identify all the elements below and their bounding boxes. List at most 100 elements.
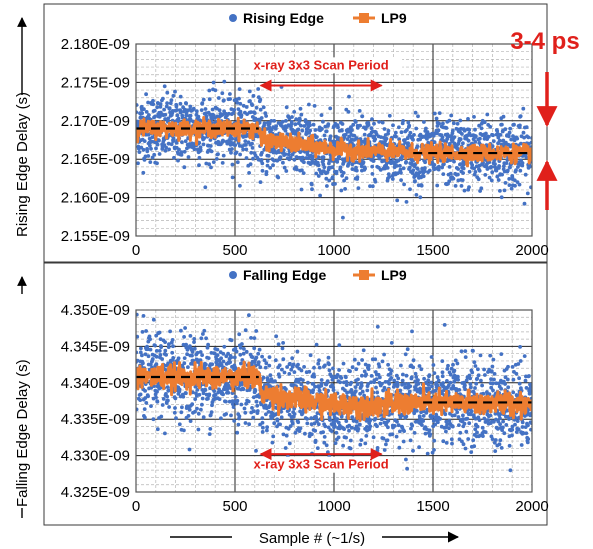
raw-sample-point xyxy=(460,178,465,183)
raw-sample-point xyxy=(174,104,179,109)
raw-sample-point xyxy=(414,193,419,197)
raw-sample-point xyxy=(461,413,465,418)
raw-sample-point xyxy=(505,168,510,173)
raw-sample-point xyxy=(203,388,208,392)
raw-sample-point xyxy=(472,360,477,365)
raw-sample-point xyxy=(342,178,346,183)
raw-sample-point xyxy=(496,135,501,140)
raw-sample-point xyxy=(463,349,468,353)
raw-sample-point xyxy=(244,156,249,160)
raw-sample-point xyxy=(243,139,248,144)
raw-sample-point xyxy=(207,432,212,436)
raw-sample-point xyxy=(197,163,201,168)
raw-sample-point xyxy=(230,175,235,180)
raw-sample-point xyxy=(479,186,484,191)
raw-sample-point xyxy=(496,178,501,182)
raw-sample-point xyxy=(162,107,167,112)
raw-sample-point xyxy=(360,389,365,394)
raw-sample-point xyxy=(183,139,188,144)
raw-sample-point xyxy=(412,133,416,137)
raw-sample-point xyxy=(337,368,341,372)
raw-sample-point xyxy=(242,347,246,351)
raw-sample-point xyxy=(368,424,373,429)
raw-sample-point xyxy=(441,439,446,444)
raw-sample-point xyxy=(406,120,411,125)
raw-sample-point xyxy=(423,160,427,165)
raw-sample-point xyxy=(207,88,212,93)
raw-sample-point xyxy=(397,445,402,450)
bottom-panel-frame xyxy=(43,262,548,526)
top-panel-frame xyxy=(43,3,548,263)
x-tick-label: 0 xyxy=(132,242,140,259)
raw-sample-point xyxy=(148,143,152,148)
raw-sample-point xyxy=(473,134,478,139)
raw-sample-point xyxy=(526,135,531,140)
x-tick-label: 500 xyxy=(222,242,247,259)
raw-sample-point xyxy=(432,448,436,452)
raw-sample-point xyxy=(232,419,237,423)
raw-sample-point xyxy=(314,135,319,139)
raw-sample-point xyxy=(249,336,253,340)
raw-sample-point xyxy=(422,120,426,124)
raw-sample-point xyxy=(500,122,504,127)
raw-sample-point xyxy=(459,184,464,188)
raw-sample-point xyxy=(407,123,412,128)
raw-sample-point xyxy=(452,135,457,140)
raw-sample-point xyxy=(144,110,149,114)
raw-sample-point xyxy=(246,399,251,404)
raw-sample-point xyxy=(199,407,203,412)
raw-sample-point xyxy=(508,126,513,131)
raw-sample-point xyxy=(373,357,378,362)
raw-sample-point xyxy=(509,137,514,142)
raw-sample-point xyxy=(498,189,502,193)
plot-border xyxy=(135,43,533,237)
raw-sample-point xyxy=(364,434,369,438)
raw-sample-point xyxy=(440,359,445,363)
raw-sample-point xyxy=(519,443,524,447)
raw-sample-point xyxy=(306,380,310,385)
raw-sample-point xyxy=(344,375,348,380)
raw-sample-point xyxy=(366,123,371,127)
raw-sample-point xyxy=(432,371,437,375)
raw-sample-point xyxy=(413,110,418,115)
raw-sample-point xyxy=(437,164,441,169)
raw-sample-point xyxy=(184,391,188,396)
raw-sample-point xyxy=(366,363,371,368)
raw-sample-point xyxy=(274,334,279,339)
raw-sample-point xyxy=(394,134,398,139)
raw-sample-point xyxy=(462,188,467,193)
raw-sample-point xyxy=(387,381,392,386)
raw-sample-point xyxy=(411,137,415,142)
raw-sample-point xyxy=(390,432,395,437)
scan-period-annotation: x-ray 3x3 Scan Period xyxy=(240,448,403,473)
raw-sample-point xyxy=(490,144,495,149)
raw-sample-point xyxy=(497,138,502,143)
raw-sample-point xyxy=(317,358,321,363)
raw-sample-point xyxy=(299,368,304,373)
raw-sample-point xyxy=(197,155,202,160)
raw-sample-point xyxy=(488,413,493,418)
raw-sample-point xyxy=(260,354,264,359)
raw-sample-point xyxy=(356,427,361,431)
raw-sample-point xyxy=(173,406,177,410)
raw-sample-point xyxy=(316,361,321,366)
raw-sample-point xyxy=(322,165,327,170)
raw-sample-point xyxy=(209,149,214,154)
raw-sample-point xyxy=(265,163,270,168)
raw-sample-point xyxy=(507,443,512,448)
raw-sample-point xyxy=(456,167,460,171)
raw-sample-point xyxy=(214,157,219,161)
raw-sample-point xyxy=(273,379,277,384)
raw-sample-point xyxy=(368,184,372,189)
raw-sample-point xyxy=(458,137,463,142)
raw-sample-point xyxy=(211,113,216,117)
raw-sample-point xyxy=(520,161,525,165)
raw-sample-point xyxy=(461,442,466,447)
raw-sample-point xyxy=(340,173,344,178)
raw-sample-point xyxy=(228,92,232,96)
raw-sample-point xyxy=(499,352,504,356)
raw-sample-point xyxy=(522,201,527,206)
raw-sample-point xyxy=(521,130,526,135)
raw-sample-point xyxy=(394,164,399,168)
raw-sample-point xyxy=(326,355,331,360)
